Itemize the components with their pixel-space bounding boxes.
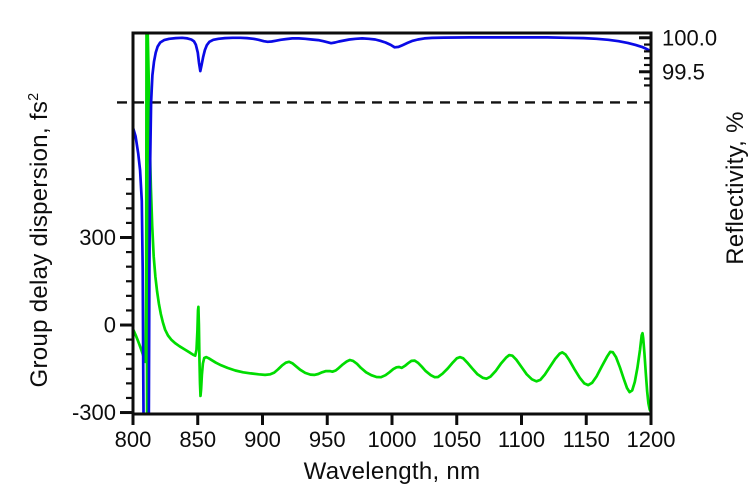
x-axis-tick-label: 950 xyxy=(309,427,346,452)
x-axis-tick-label: 1100 xyxy=(498,427,545,452)
x-axis-tick-label: 1200 xyxy=(627,427,676,452)
gdd-curve xyxy=(133,33,651,414)
right-axis-tick-label: 100.0 xyxy=(662,25,717,50)
x-axis-tick-label: 800 xyxy=(115,427,152,452)
left-axis-tick-label: 300 xyxy=(79,225,116,250)
x-axis-tick-label: 1000 xyxy=(368,427,417,452)
x-axis-tick-label: 900 xyxy=(244,427,281,452)
plot-frame xyxy=(131,31,653,416)
right-axis-title: Reflectivity, % xyxy=(722,111,749,265)
x-axis-tick-label: 1050 xyxy=(432,427,481,452)
left-axis-tick-label: 0 xyxy=(104,313,116,338)
left-axis-title-text: Group delay dispersion, fs xyxy=(26,100,53,388)
reflectivity-curve xyxy=(133,36,651,414)
x-axis-tick-label: 850 xyxy=(179,427,216,452)
left-axis-title: Group delay dispersion, fs2 xyxy=(26,93,54,388)
gdd-unit-superscript: 2 xyxy=(26,92,42,101)
right-axis-tick-label: 99.5 xyxy=(662,59,705,84)
x-axis-title: Wavelength, nm xyxy=(303,458,481,485)
left-axis-tick-label: -300 xyxy=(72,400,116,425)
x-axis-tick-label: 1150 xyxy=(563,427,610,452)
